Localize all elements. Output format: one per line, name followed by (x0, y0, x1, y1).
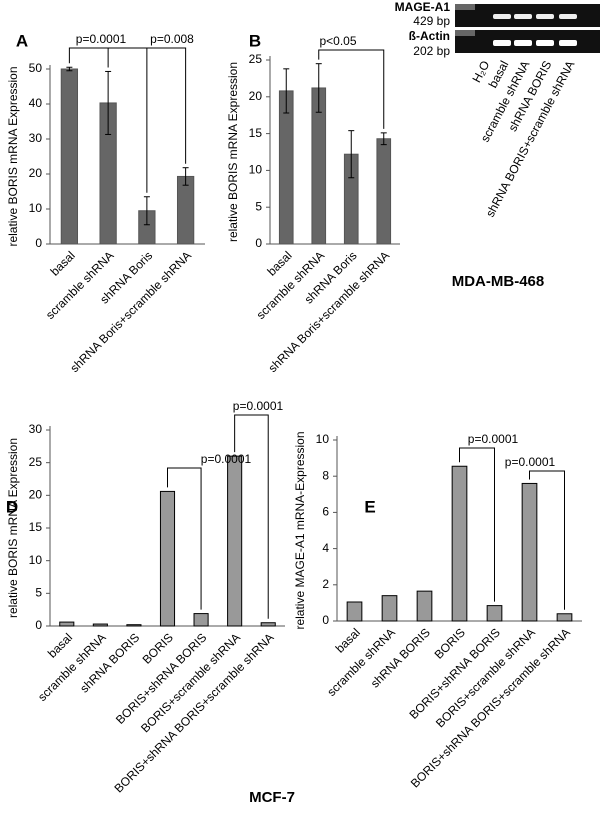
bar (227, 455, 243, 627)
gel-band (559, 14, 577, 19)
annotation: p=0.0001 (201, 452, 252, 466)
bar (92, 623, 108, 627)
bar (346, 601, 363, 622)
annotation: p=0.008 (150, 32, 194, 46)
x-tick-label: scramble shRNA (43, 248, 117, 322)
y-tick-label: 6 (322, 505, 329, 519)
panel-letter: A (16, 31, 28, 50)
y-tick-label: 8 (322, 468, 329, 482)
y-tick-label: 5 (35, 586, 42, 600)
panel-letter: D (6, 497, 18, 516)
gel-ladder (455, 30, 475, 36)
x-tick-label: basal (48, 248, 78, 278)
y-tick-label: 20 (249, 89, 263, 103)
x-tick-label: basal (264, 248, 294, 278)
bar (416, 590, 433, 622)
bar (556, 613, 573, 622)
y-axis-label: relative MAGE-A1 mRNA-Expression (293, 431, 307, 629)
gel-band (514, 40, 532, 46)
gel-band (493, 40, 511, 46)
gel-band-label: ß-Actin (409, 29, 450, 43)
cell-line-label: MCF-7 (249, 789, 295, 806)
bar (381, 595, 398, 622)
y-axis-label: relative BORIS mRNA Expression (226, 62, 240, 242)
annotation: p=0.0001 (468, 432, 519, 446)
y-tick-label: 20 (29, 166, 43, 180)
y-tick-label: 2 (322, 577, 329, 591)
bar (59, 621, 75, 627)
y-tick-label: 0 (35, 236, 42, 250)
gel-band (514, 14, 532, 19)
gel-size-label: 429 bp (413, 14, 450, 28)
gel-band (536, 40, 554, 46)
y-tick-label: 15 (249, 126, 263, 140)
bar (176, 175, 195, 245)
bracket (529, 470, 565, 610)
bar (376, 138, 392, 245)
annotation: p=0.0001 (233, 399, 284, 413)
bracket (107, 47, 187, 164)
annotation: p=0.0001 (505, 455, 556, 469)
bar (260, 622, 276, 627)
y-tick-label: 0 (322, 613, 329, 627)
y-tick-label: 25 (249, 52, 263, 66)
bracket (318, 49, 385, 129)
x-tick-label: basal (45, 630, 75, 660)
annotation: p<0.05 (319, 34, 356, 48)
y-axis-label: relative BORIS mRNA Expression (6, 66, 20, 246)
bar (126, 624, 142, 627)
y-tick-label: 30 (29, 422, 43, 436)
bar (486, 605, 503, 622)
bracket (459, 447, 495, 602)
bar (159, 490, 176, 627)
x-tick-label: basal (333, 625, 363, 655)
annotation: p=0.0001 (76, 32, 127, 46)
y-tick-label: 10 (29, 201, 43, 215)
y-tick-label: 10 (29, 553, 43, 567)
y-tick-label: 0 (35, 618, 42, 632)
bar (451, 465, 468, 622)
bar (278, 90, 294, 245)
gel-ladder (455, 4, 475, 10)
bracket (167, 467, 202, 610)
y-tick-label: 20 (29, 488, 43, 502)
gel-band (536, 14, 554, 19)
x-tick-label: shRNA BORIS (77, 630, 142, 695)
y-axis-label: relative BORIS mRNA Expression (6, 438, 20, 618)
gel-band (559, 40, 577, 46)
y-tick-label: 25 (29, 455, 43, 469)
y-tick-label: 15 (29, 520, 43, 534)
panel-letter: B (249, 31, 261, 50)
bar (193, 613, 209, 627)
gel-size-label: 202 bp (413, 44, 450, 58)
y-tick-label: 50 (29, 61, 43, 75)
y-tick-label: 5 (255, 199, 262, 213)
y-tick-label: 30 (29, 131, 43, 145)
panel-letter: E (364, 497, 375, 516)
y-tick-label: 10 (316, 432, 330, 446)
y-tick-label: 4 (322, 541, 329, 555)
y-tick-label: 10 (249, 163, 263, 177)
bracket (234, 414, 269, 619)
gel-band-label: MAGE-A1 (395, 0, 451, 14)
cell-line-label: MDA-MB-468 (452, 273, 545, 290)
y-tick-label: 40 (29, 96, 43, 110)
bar (521, 482, 538, 622)
y-tick-label: 0 (255, 236, 262, 250)
bar (60, 68, 79, 245)
gel-band (493, 14, 511, 19)
